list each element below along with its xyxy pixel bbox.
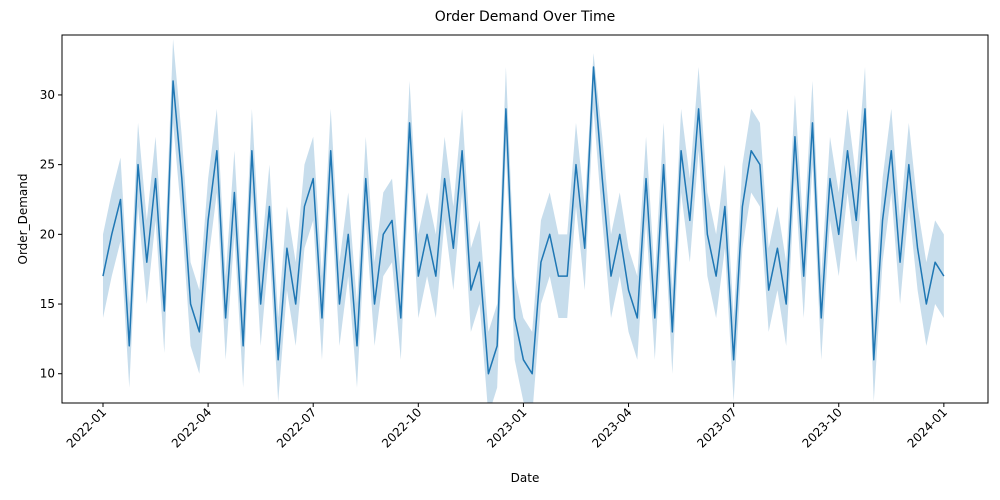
x-axis-label: Date xyxy=(511,471,540,485)
y-tick-label: 15 xyxy=(40,297,55,311)
y-axis-label: Order_Demand xyxy=(16,174,30,265)
x-tick-label: 2024-01 xyxy=(905,405,950,450)
x-tick-label: 2023-01 xyxy=(484,405,529,450)
axes-frame xyxy=(61,34,989,404)
x-tick-label: 2022-07 xyxy=(274,405,319,450)
plot-area xyxy=(102,39,945,403)
demand-line xyxy=(102,66,945,375)
y-tick-label: 10 xyxy=(40,367,55,381)
x-tick-label: 2023-07 xyxy=(694,405,739,450)
x-tick-label: 2023-10 xyxy=(800,405,845,450)
y-tick-label: 30 xyxy=(40,88,55,102)
x-tick-label: 2022-10 xyxy=(379,405,424,450)
confidence-band xyxy=(102,39,944,403)
y-tick-label: 20 xyxy=(40,227,55,241)
y-tick-label: 25 xyxy=(40,158,55,172)
chart-title: Order Demand Over Time xyxy=(435,9,615,25)
x-tick-label: 2022-01 xyxy=(64,405,109,450)
x-tick-label: 2023-04 xyxy=(589,405,634,450)
x-tick-label: 2022-04 xyxy=(169,405,214,450)
